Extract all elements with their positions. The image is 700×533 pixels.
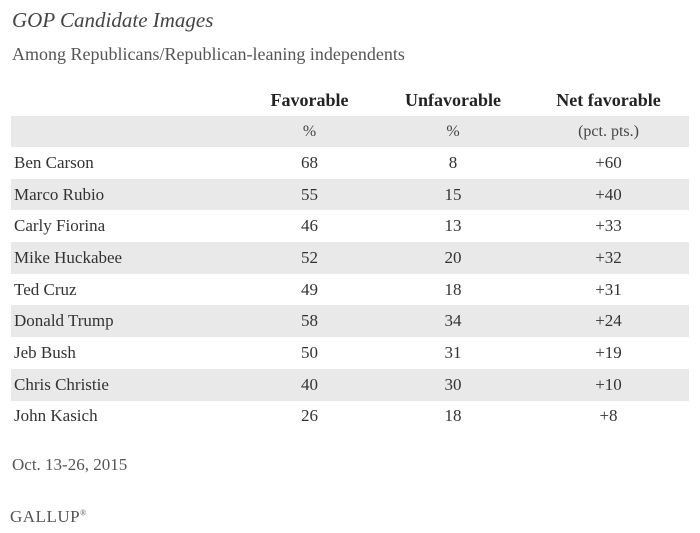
cell-net-favorable: +60 — [595, 152, 622, 172]
cell-unfavorable: 13 — [444, 216, 462, 236]
cell-unfavorable: 18 — [444, 406, 462, 426]
table-body: % % (pct. pts.) Ben Carson 68 8 +60 Marco Ru… — [11, 116, 689, 432]
unit-unfavorable: % — [378, 116, 528, 147]
cell-favorable: 50 — [301, 342, 318, 362]
cell-unfavorable: 34 — [378, 305, 528, 338]
cell-favorable: 46 — [301, 216, 318, 236]
cell-name: Donald Trump — [11, 305, 241, 338]
cell-net-favorable: +24 — [528, 305, 689, 338]
unit-favorable: % — [241, 116, 378, 147]
cell-name: Carly Fiorina — [14, 216, 106, 236]
cell-favorable: 68 — [301, 152, 318, 172]
unit-net-favorable: (pct. pts.) — [528, 116, 689, 147]
cell-name: Jeb Bush — [14, 342, 76, 362]
logo-mark: ® — [80, 508, 87, 518]
table-row: Marco Rubio 55 15 +40 — [11, 178, 689, 211]
chart-subtitle: Among Republicans/Republican-leaning ind… — [12, 44, 405, 64]
cell-net-favorable: +8 — [599, 406, 618, 426]
cell-unfavorable: 18 — [444, 279, 462, 299]
cell-net-favorable: +31 — [595, 279, 622, 299]
cell-net-favorable: +40 — [528, 178, 689, 211]
cell-name: Chris Christie — [11, 368, 241, 401]
cell-net-favorable: +19 — [595, 342, 622, 362]
cell-name: Marco Rubio — [11, 178, 241, 211]
cell-name: Mike Huckabee — [11, 242, 241, 274]
table-row: Jeb Bush 50 31 +19 — [11, 337, 689, 369]
header-net-favorable: Net favorable — [556, 89, 661, 110]
header-favorable: Favorable — [270, 89, 349, 110]
cell-net-favorable: +32 — [528, 242, 689, 274]
table-row: Mike Huckabee 52 20 +32 — [11, 242, 689, 274]
cell-name: Ted Cruz — [14, 279, 77, 299]
date-footnote: Oct. 13-26, 2015 — [12, 455, 128, 474]
header-name — [11, 84, 241, 116]
cell-favorable: 55 — [241, 178, 378, 211]
cell-favorable: 26 — [301, 406, 318, 426]
gallup-logo: GALLUP® — [10, 507, 87, 527]
cell-unfavorable: 8 — [448, 152, 458, 172]
table-row: Chris Christie 40 30 +10 — [11, 368, 689, 401]
header-unfavorable: Unfavorable — [405, 89, 501, 110]
table-row: Carly Fiorina 46 13 +33 — [11, 210, 689, 242]
cell-name: John Kasich — [14, 406, 98, 426]
cell-net-favorable: +10 — [528, 368, 689, 401]
data-table: Favorable Unfavorable Net favorable % % … — [11, 84, 689, 432]
table-row: Ted Cruz 49 18 +31 — [11, 274, 689, 306]
cell-favorable: 40 — [241, 368, 378, 401]
logo-text: GALLUP — [10, 507, 81, 526]
cell-favorable: 52 — [241, 242, 378, 274]
cell-unfavorable: 30 — [378, 368, 528, 401]
cell-favorable: 58 — [241, 305, 378, 338]
table-row: Ben Carson 68 8 +60 — [11, 147, 689, 179]
cell-unfavorable: 31 — [444, 342, 462, 362]
cell-unfavorable: 15 — [378, 178, 528, 211]
unit-name — [11, 116, 241, 147]
cell-favorable: 49 — [301, 279, 318, 299]
cell-unfavorable: 20 — [378, 242, 528, 274]
header-row: Favorable Unfavorable Net favorable — [11, 84, 689, 116]
table-row: Donald Trump 58 34 +24 — [11, 305, 689, 338]
table-row: John Kasich 26 18 +8 — [11, 401, 689, 433]
units-row: % % (pct. pts.) — [11, 116, 689, 147]
chart-title: GOP Candidate Images — [12, 8, 214, 32]
cell-name: Ben Carson — [14, 152, 94, 172]
cell-net-favorable: +33 — [595, 216, 622, 236]
